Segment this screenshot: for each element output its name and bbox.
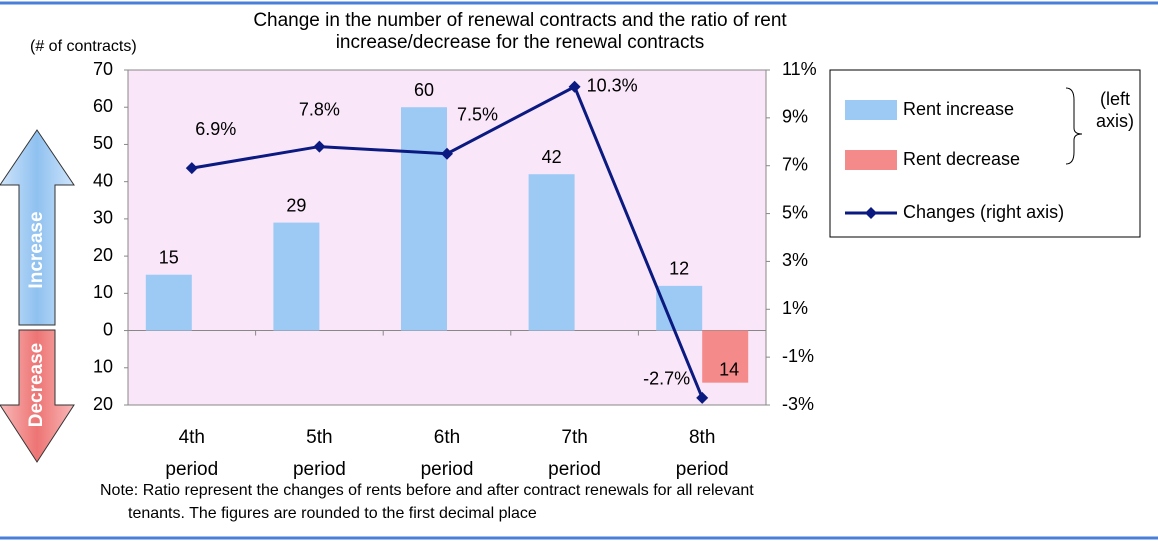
bar — [656, 285, 703, 331]
data-label: 60 — [414, 80, 434, 100]
y2-tick-label: -1% — [782, 346, 814, 366]
y2-tick-label: 9% — [782, 107, 808, 127]
y-axis-label: (# of contracts) — [30, 38, 137, 55]
legend-label: Changes (right axis) — [903, 202, 1064, 222]
line-marker — [185, 162, 198, 175]
legend-label: Rent increase — [903, 99, 1014, 119]
data-label: 29 — [286, 195, 306, 215]
y2-tick-label: 11% — [782, 59, 817, 79]
y2-tick-label: 5% — [782, 202, 808, 222]
y-tick-label: 60 — [93, 96, 113, 116]
legend-swatch — [845, 150, 897, 170]
x-tick-label: 5th period — [292, 427, 346, 480]
arrow-label: Increase — [26, 211, 47, 288]
y2-tick-label: 3% — [782, 250, 808, 270]
y-tick-label: 70 — [93, 59, 113, 79]
y-tick-label: 20 — [93, 245, 113, 265]
y-tick-label: 30 — [93, 208, 113, 228]
line-marker — [313, 140, 326, 153]
bar — [145, 274, 192, 331]
data-label: 7.5% — [457, 105, 498, 125]
x-tick-label: 7th period — [548, 427, 601, 480]
legend-swatch — [845, 100, 897, 120]
y2-tick-label: -3% — [782, 394, 814, 414]
data-label: 6.9% — [195, 119, 236, 139]
data-label: 15 — [159, 247, 179, 267]
line-marker — [696, 391, 709, 404]
arrow-label: Decrease — [26, 343, 47, 428]
y-tick-label: 10 — [93, 357, 113, 377]
y-tick-label: 50 — [93, 133, 113, 153]
note: tenants. The figures are rounded to the … — [128, 505, 537, 522]
data-label: 10.3% — [587, 76, 638, 96]
data-label: 7.8% — [299, 99, 340, 119]
note: Note: Ratio represent the changes of ren… — [100, 482, 754, 499]
x-tick-label: 6th period — [420, 427, 474, 480]
legend-note: (left axis) — [1095, 89, 1134, 131]
y2-tick-label: 1% — [782, 298, 808, 318]
y2-tick-label: 7% — [782, 154, 808, 174]
y-tick-label: 40 — [93, 170, 113, 190]
bar — [528, 174, 575, 331]
data-label: 14 — [719, 359, 739, 379]
line-marker — [441, 147, 453, 160]
bar — [401, 107, 447, 331]
y-tick-label: 10 — [93, 282, 113, 302]
line-marker — [568, 80, 581, 93]
increase-arrow — [0, 129, 75, 326]
bar — [702, 330, 749, 383]
legend-label: Rent decrease — [903, 149, 1020, 169]
x-tick-label: 4th period — [165, 427, 219, 480]
legend-bracket — [1065, 87, 1083, 165]
y-tick-label: 0 — [103, 319, 113, 339]
data-label: -2.7% — [643, 369, 690, 389]
y-tick-label: 20 — [93, 394, 113, 414]
x-tick-label: 8th period — [675, 427, 729, 480]
data-label: 42 — [542, 147, 562, 167]
chart-title: Change in the number of renewal contract… — [253, 10, 787, 53]
bar — [273, 222, 320, 331]
legend-swatch — [865, 207, 877, 219]
data-label: 12 — [669, 259, 689, 279]
decrease-arrow — [0, 329, 75, 463]
